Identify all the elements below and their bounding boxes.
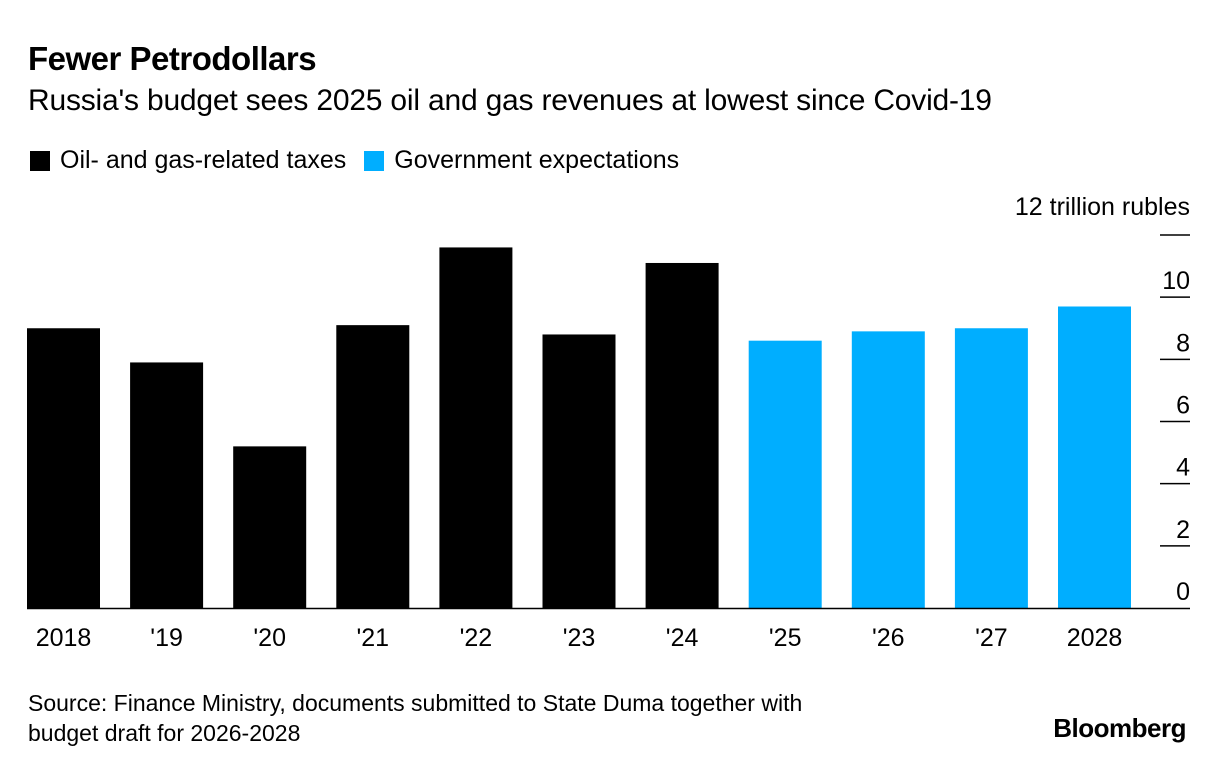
bar-chart: 2018 '19 '20 '21 '22 '23 '24 '25 '26 '27 2028 0 2 4 6 8… bbox=[27, 234, 1190, 652]
x-tick-label: 2028 bbox=[1067, 624, 1123, 652]
y-tick-label: 6 bbox=[1176, 392, 1190, 420]
bar-2 bbox=[233, 446, 307, 608]
source-note: Source: Finance Ministry, documents subm… bbox=[28, 688, 802, 748]
bar-8 bbox=[851, 331, 925, 608]
bar-1 bbox=[130, 362, 204, 608]
bar-10 bbox=[1058, 306, 1131, 608]
y-tick-label: 0 bbox=[1176, 578, 1190, 606]
x-tick-label: '19 bbox=[150, 624, 183, 652]
y-tick-label: 2 bbox=[1176, 516, 1190, 544]
chart-subtitle: Russia's budget sees 2025 oil and gas re… bbox=[28, 84, 992, 117]
y-tick-label: 8 bbox=[1176, 329, 1190, 357]
y-tick-label: 4 bbox=[1176, 454, 1190, 482]
legend-swatch-expectations bbox=[364, 150, 385, 171]
chart-title: Fewer Petrodollars bbox=[28, 40, 317, 77]
bar-3 bbox=[336, 325, 410, 608]
x-tick-label: '24 bbox=[666, 624, 699, 652]
x-tick-label: '27 bbox=[975, 624, 1008, 652]
bar-6 bbox=[645, 262, 719, 608]
bloomberg-logo: Bloomberg bbox=[1053, 713, 1186, 743]
bar-9 bbox=[954, 328, 1028, 608]
x-tick-label: 2018 bbox=[36, 624, 92, 652]
x-tick-label: '21 bbox=[357, 624, 390, 652]
source-line-2: budget draft for 2026-2028 bbox=[28, 720, 301, 746]
bar-4 bbox=[439, 247, 513, 608]
x-tick-label: '25 bbox=[769, 624, 802, 652]
legend-item-expectations: Government expectations bbox=[364, 146, 679, 175]
legend-item-taxes: Oil- and gas-related taxes bbox=[30, 146, 346, 175]
legend-label-taxes: Oil- and gas-related taxes bbox=[60, 146, 347, 174]
legend-label-expectations: Government expectations bbox=[394, 146, 680, 174]
bar-5 bbox=[542, 334, 616, 608]
legend: Oil- and gas-related taxes Government ex… bbox=[30, 146, 697, 175]
legend-swatch-taxes bbox=[30, 150, 50, 171]
x-tick-label: '26 bbox=[872, 624, 905, 652]
bar-7 bbox=[748, 340, 822, 608]
x-tick-label: '20 bbox=[253, 624, 286, 652]
source-line-1: Source: Finance Ministry, documents subm… bbox=[28, 690, 803, 716]
y-axis-unit-label: 12 trillion rubles bbox=[1014, 193, 1190, 221]
y-tick-label: 10 bbox=[1162, 267, 1190, 295]
x-tick-label: '22 bbox=[460, 624, 493, 652]
bar-0 bbox=[27, 328, 100, 608]
x-tick-label: '23 bbox=[563, 624, 596, 652]
